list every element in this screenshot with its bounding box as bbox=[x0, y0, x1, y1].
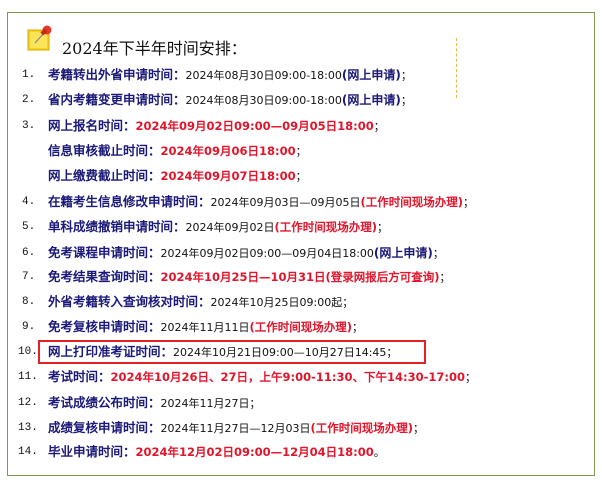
item-number: 10. bbox=[18, 346, 38, 358]
item-value: ； bbox=[377, 221, 389, 234]
item-number: 14. bbox=[18, 446, 38, 458]
item-value: 2024年09月03日—09月05日 bbox=[210, 196, 361, 209]
item-value: 2024年09月07日18:00 bbox=[160, 169, 296, 183]
item-value: ； bbox=[295, 145, 307, 158]
item-number: 8. bbox=[22, 296, 36, 308]
item-number: 13. bbox=[18, 422, 38, 434]
item-value: ； bbox=[432, 247, 444, 260]
item-value: 2024年10月25日09:00起； bbox=[210, 296, 354, 309]
item-label: 考试时间： bbox=[48, 369, 111, 384]
item-value: 2024年09月02日09:00—09月05日18:00 bbox=[135, 119, 374, 133]
item-number: 3. bbox=[22, 120, 36, 132]
page-title: 2024年下半年时间安排： bbox=[62, 39, 247, 58]
item-value: 2024年11月27日； bbox=[160, 397, 261, 410]
pushpin-note-icon bbox=[27, 25, 52, 51]
item-value: 2024年09月02日 bbox=[185, 221, 275, 234]
item-label: 考籍转出外省申请时间： bbox=[48, 67, 186, 82]
item-body: 单科成绩撤销申请时间：2024年09月02日(工作时间现场办理)； bbox=[48, 217, 388, 238]
item-body: 考籍转出外省申请时间：2024年08月30日09:00-18:00(网上申请)； bbox=[48, 65, 412, 86]
item-number: 6. bbox=[22, 247, 36, 259]
item-body: 成绩复核申请时间：2024年11月27日—12月03日(工作时间现场办理)； bbox=[48, 418, 424, 439]
item-value: (网上申请) bbox=[341, 68, 401, 82]
item-label: 单科成绩撤销申请时间： bbox=[48, 219, 186, 234]
item-value: ； bbox=[413, 422, 425, 435]
item-value: ； bbox=[465, 371, 476, 384]
item-value: 2024年12月02日09:00—12月04日18:00 bbox=[135, 445, 374, 459]
highlight-box bbox=[38, 340, 426, 364]
item-label: 免考结果查询时间： bbox=[48, 269, 161, 284]
item-number: 1. bbox=[22, 69, 36, 81]
item-body: 在籍考生信息修改申请时间：2024年09月03日—09月05日(工作时间现场办理… bbox=[48, 192, 474, 213]
item-number: 12. bbox=[18, 397, 38, 409]
item-value: (工作时间现场办理) bbox=[274, 220, 378, 234]
item-value: 2024年08月30日09:00-18:00 bbox=[185, 69, 342, 82]
item-number: 5. bbox=[22, 221, 36, 233]
item-value: (工作时间现场办理) bbox=[360, 195, 464, 209]
item-value: (工作时间现场办理) bbox=[310, 421, 414, 435]
item-body: 信息审核截止时间：2024年09月06日18:00； bbox=[48, 141, 307, 162]
item-value: ； bbox=[295, 170, 307, 183]
item-number: 4. bbox=[22, 196, 36, 208]
item-number: 11. bbox=[18, 371, 38, 383]
item-value: (工作时间现场办理) bbox=[249, 320, 353, 334]
item-value: ； bbox=[352, 321, 364, 334]
item-label: 外省考籍转入查询核对时间： bbox=[48, 294, 211, 309]
item-body: 网上打印准考证时间：2024年10月21日09:00—10月27日14:45； bbox=[48, 342, 397, 363]
item-body: 免考结果查询时间：2024年10月25日—10月31日(登录网报后方可查询)； bbox=[48, 267, 451, 288]
item-value: ； bbox=[463, 196, 475, 209]
item-label: 网上缴费截止时间： bbox=[48, 168, 161, 183]
item-label: 毕业申请时间： bbox=[48, 444, 136, 459]
item-body: 网上报名时间：2024年09月02日09:00—09月05日18:00； bbox=[48, 116, 385, 137]
item-value: ； bbox=[400, 94, 412, 107]
item-body: 考试成绩公布时间：2024年11月27日； bbox=[48, 393, 261, 414]
item-value: 2024年11月27日—12月03日 bbox=[160, 422, 311, 435]
item-number: 9. bbox=[22, 321, 36, 333]
item-value: ； bbox=[439, 271, 451, 284]
item-label: 网上打印准考证时间： bbox=[48, 344, 174, 359]
dashed-divider bbox=[456, 38, 457, 98]
item-value: 2024年10月26日、27日，上午9:00-11:30、下午14:30-17:… bbox=[110, 370, 465, 384]
item-value: 2024年11月11日 bbox=[160, 321, 250, 334]
item-body: 免考复核申请时间：2024年11月11日(工作时间现场办理)； bbox=[48, 317, 363, 338]
item-number: 2. bbox=[22, 94, 36, 106]
item-number: 7. bbox=[22, 271, 36, 283]
item-label: 考试成绩公布时间： bbox=[48, 395, 161, 410]
item-label: 成绩复核申请时间： bbox=[48, 420, 161, 435]
item-body: 网上缴费截止时间：2024年09月07日18:00； bbox=[48, 166, 307, 187]
item-value: 2024年09月06日18:00 bbox=[160, 144, 296, 158]
item-label: 网上报名时间： bbox=[48, 118, 136, 133]
item-value: 2024年09月02日09:00—09月04日18:00 bbox=[160, 247, 374, 260]
item-label: 省内考籍变更申请时间： bbox=[48, 92, 186, 107]
item-value: 2024年10月21日09:00—10月27日14:45； bbox=[173, 346, 398, 359]
item-value: 。 bbox=[373, 446, 385, 459]
item-label: 免考复核申请时间： bbox=[48, 319, 161, 334]
item-body: 省内考籍变更申请时间：2024年08月30日09:00-18:00(网上申请)； bbox=[48, 90, 412, 111]
item-label: 信息审核截止时间： bbox=[48, 143, 161, 158]
item-body: 外省考籍转入查询核对时间：2024年10月25日09:00起； bbox=[48, 292, 353, 313]
item-body: 考试时间：2024年10月26日、27日，上午9:00-11:30、下午14:3… bbox=[48, 367, 476, 388]
item-label: 在籍考生信息修改申请时间： bbox=[48, 194, 211, 209]
item-body: 毕业申请时间：2024年12月02日09:00—12月04日18:00。 bbox=[48, 442, 385, 463]
content-frame bbox=[7, 12, 595, 476]
item-value: (网上申请) bbox=[373, 246, 433, 260]
item-value: ； bbox=[400, 69, 412, 82]
item-body: 免考课程申请时间：2024年09月02日09:00—09月04日18:00(网上… bbox=[48, 243, 444, 264]
item-value: 2024年08月30日09:00-18:00 bbox=[185, 94, 342, 107]
item-value: 2024年10月25日—10月31日(登录网报后方可查询) bbox=[160, 270, 440, 284]
item-value: ； bbox=[373, 120, 385, 133]
item-label: 免考课程申请时间： bbox=[48, 245, 161, 260]
item-value: (网上申请) bbox=[341, 93, 401, 107]
